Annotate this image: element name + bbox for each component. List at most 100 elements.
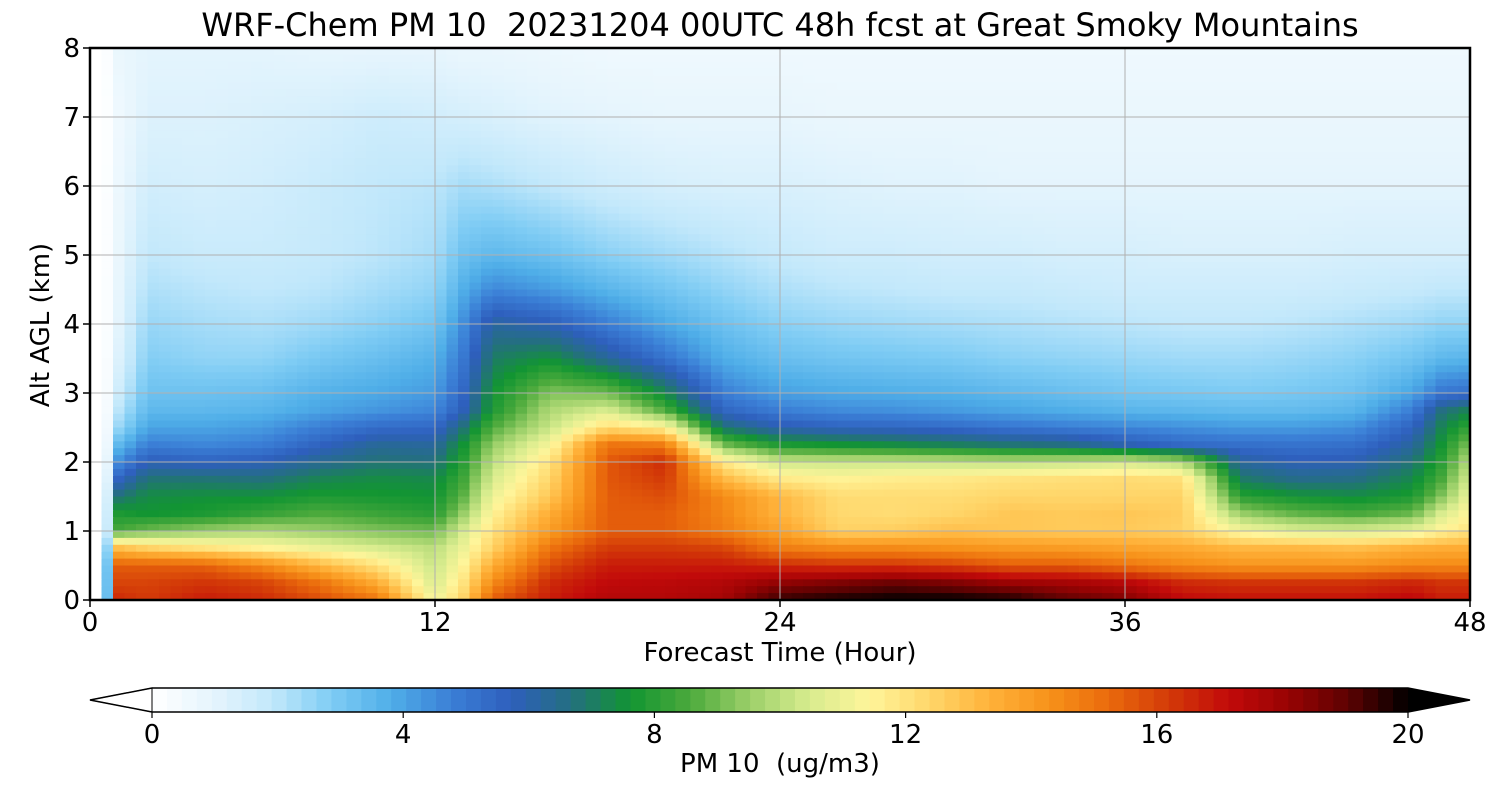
heatmap-cell (538, 330, 551, 339)
heatmap-cell (584, 144, 597, 153)
heatmap-cell (1251, 199, 1264, 208)
heatmap-cell (860, 117, 873, 125)
heatmap-cell (964, 213, 977, 222)
heatmap-cell (446, 234, 459, 242)
heatmap-cell (159, 165, 172, 173)
heatmap-cell (837, 82, 850, 90)
heatmap-cell (768, 275, 781, 284)
heatmap-cell (952, 192, 965, 201)
heatmap-cell (906, 268, 919, 277)
heatmap-cell (1205, 130, 1218, 139)
heatmap-cell (1228, 165, 1241, 173)
heatmap-cell (1355, 261, 1368, 270)
heatmap-cell (1102, 61, 1115, 70)
heatmap-cell (872, 206, 885, 215)
heatmap-cell (1412, 82, 1425, 90)
heatmap-cell (389, 117, 402, 125)
heatmap-cell (400, 303, 413, 311)
heatmap-cell (1251, 275, 1264, 284)
heatmap-cell (573, 248, 586, 256)
heatmap-cell (1378, 220, 1391, 228)
heatmap-cell (1194, 282, 1207, 291)
heatmap-cell (803, 330, 816, 339)
heatmap-cell (1125, 144, 1138, 153)
heatmap-cell (607, 179, 620, 187)
heatmap-cell (975, 110, 988, 118)
heatmap-cell (975, 241, 988, 249)
heatmap-cell (159, 75, 172, 84)
heatmap-cell (182, 227, 195, 235)
heatmap-cell (1159, 117, 1172, 125)
heatmap-cell (1228, 268, 1241, 277)
heatmap-cell (101, 213, 114, 222)
heatmap-cell (1378, 289, 1391, 297)
heatmap-cell (596, 123, 609, 132)
heatmap-cell (147, 324, 160, 332)
heatmap-cell (711, 275, 724, 284)
heatmap-cell (1148, 303, 1161, 311)
heatmap-cell (469, 123, 482, 132)
heatmap-cell (423, 317, 436, 325)
heatmap-cell (113, 137, 126, 146)
heatmap-cell (814, 330, 827, 339)
heatmap-cell (1194, 248, 1207, 256)
heatmap-cell (1217, 130, 1230, 139)
heatmap-cell (285, 48, 298, 56)
heatmap-cell (780, 241, 793, 249)
heatmap-cell (193, 130, 206, 139)
heatmap-cell (1412, 220, 1425, 228)
heatmap-cell (1125, 241, 1138, 249)
heatmap-cell (538, 289, 551, 297)
heatmap-cell (412, 241, 425, 249)
heatmap-cell (964, 186, 977, 194)
heatmap-cell (1159, 144, 1172, 153)
heatmap-cell (1136, 324, 1149, 332)
heatmap-cell (1217, 103, 1230, 111)
heatmap-cell (113, 151, 126, 159)
heatmap-cell (412, 227, 425, 235)
heatmap-cell (550, 48, 563, 56)
heatmap-cell (423, 48, 436, 56)
heatmap-cell (1148, 158, 1161, 166)
heatmap-cell (193, 220, 206, 228)
heatmap-cell (182, 61, 195, 70)
heatmap-cell (492, 234, 505, 242)
heatmap-cell (1159, 261, 1172, 270)
heatmap-cell (435, 103, 448, 111)
heatmap-cell (975, 179, 988, 187)
heatmap-cell (1056, 220, 1069, 228)
heatmap-cell (1401, 199, 1414, 208)
heatmap-cell (975, 165, 988, 173)
heatmap-cell (101, 144, 114, 153)
heatmap-cell (159, 186, 172, 194)
heatmap-cell (1136, 103, 1149, 111)
heatmap-cell (642, 130, 655, 139)
heatmap-cell (492, 96, 505, 104)
heatmap-cell (929, 234, 942, 242)
heatmap-cell (400, 123, 413, 132)
heatmap-cell (274, 82, 287, 90)
heatmap-cell (929, 213, 942, 222)
heatmap-cell (343, 48, 356, 56)
heatmap-cell (987, 289, 1000, 297)
heatmap-cell (676, 165, 689, 173)
heatmap-cell (872, 110, 885, 118)
heatmap-cell (849, 179, 862, 187)
heatmap-cell (228, 220, 241, 228)
heatmap-cell (1205, 144, 1218, 153)
heatmap-cell (872, 130, 885, 139)
heatmap-cell (1090, 165, 1103, 173)
heatmap-cell (791, 324, 804, 332)
heatmap-cell (239, 282, 252, 291)
heatmap-cell (1125, 213, 1138, 222)
heatmap-cell (1378, 248, 1391, 256)
heatmap-cell (1297, 317, 1310, 325)
heatmap-cell (331, 130, 344, 139)
heatmap-cell (998, 172, 1011, 180)
heatmap-cell (1217, 179, 1230, 187)
heatmap-cell (320, 282, 333, 291)
heatmap-cell (1320, 61, 1333, 70)
heatmap-cell (1067, 255, 1080, 263)
heatmap-cell (837, 303, 850, 311)
heatmap-cell (1182, 179, 1195, 187)
